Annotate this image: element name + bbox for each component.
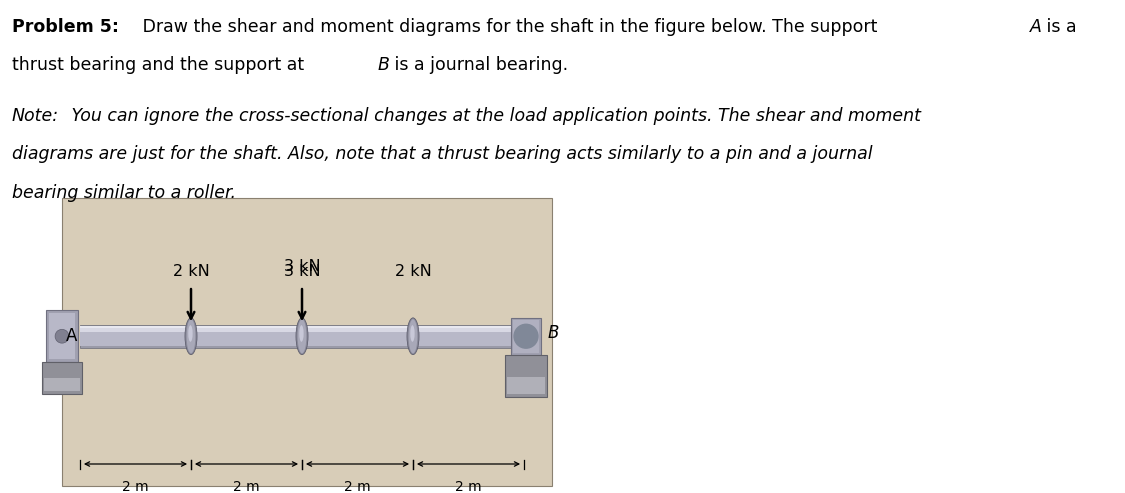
Bar [80,326,524,328]
Bar [507,377,544,393]
Text: diagrams are just for the shaft. Also, note that a thrust bearing acts similarly: diagrams are just for the shaft. Also, n… [12,145,873,163]
Ellipse shape [187,319,196,353]
Ellipse shape [55,329,69,343]
Text: 2 m: 2 m [233,480,260,493]
Text: Problem 5:: Problem 5: [12,18,119,36]
Text: B: B [548,324,559,342]
Bar [62,198,552,486]
Ellipse shape [513,323,539,349]
Text: 2 kN: 2 kN [395,264,431,279]
Ellipse shape [298,319,306,353]
Ellipse shape [296,318,308,354]
Bar [513,320,539,352]
Bar [44,378,80,391]
Text: You can ignore the cross-sectional changes at the load application points. The s: You can ignore the cross-sectional chang… [66,106,921,125]
Bar [80,327,524,332]
Text: 3 kN: 3 kN [284,259,321,274]
Text: Draw the shear and moment diagrams for the shaft in the figure below. The suppor: Draw the shear and moment diagrams for t… [137,18,883,36]
Ellipse shape [184,318,197,354]
Text: is a journal bearing.: is a journal bearing. [389,57,568,74]
Bar [511,318,541,354]
Text: bearing similar to a roller.: bearing similar to a roller. [12,183,236,202]
Text: thrust bearing and the support at: thrust bearing and the support at [12,57,309,74]
Text: B: B [378,57,390,74]
Ellipse shape [408,319,417,353]
Bar [80,325,524,348]
Text: 2 m: 2 m [123,480,148,493]
Text: 2 kN: 2 kN [172,264,209,279]
Bar [46,311,78,362]
Text: 2 m: 2 m [456,480,482,493]
Bar [505,354,547,397]
Bar [42,362,82,394]
Bar [50,314,75,359]
Text: A: A [1030,18,1042,36]
Ellipse shape [407,318,418,354]
Ellipse shape [411,325,415,342]
Bar [80,330,524,346]
Text: A: A [66,327,78,345]
Ellipse shape [188,325,192,342]
Text: 3 kN: 3 kN [284,264,321,279]
Text: Note:: Note: [12,106,60,125]
Ellipse shape [299,325,304,342]
Text: is a: is a [1041,18,1077,36]
Text: 2 m: 2 m [344,480,371,493]
